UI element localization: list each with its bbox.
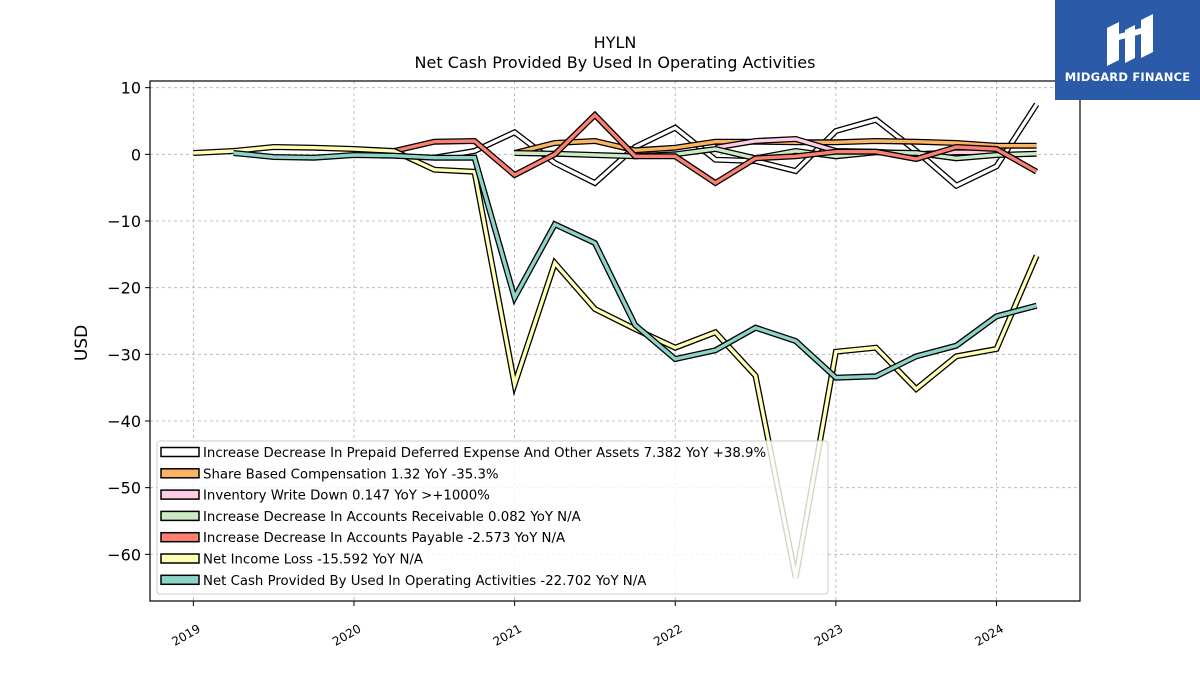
legend-item: Net Cash Provided By Used In Operating A… xyxy=(160,574,646,589)
legend-swatch xyxy=(160,574,200,586)
x-tick-label: 2019 xyxy=(169,621,202,648)
legend-item: Increase Decrease In Prepaid Deferred Ex… xyxy=(160,446,766,461)
series-line xyxy=(393,112,1038,186)
legend-item: Inventory Write Down 0.147 YoY >+1000% xyxy=(160,489,490,504)
legend-label: Increase Decrease In Accounts Receivable… xyxy=(203,510,581,525)
x-tick-label: 2023 xyxy=(812,621,845,648)
series-net-cash-provided-by-used-in-operating-activities xyxy=(233,150,1038,381)
series-increase-decrease-in-accounts-payable xyxy=(393,110,1039,187)
legend-box xyxy=(156,440,829,595)
legend-item: Increase Decrease In Accounts Receivable… xyxy=(160,510,581,525)
chart-subtitle: Net Cash Provided By Used In Operating A… xyxy=(415,53,816,72)
chart-title: HYLN xyxy=(594,33,637,52)
series-line xyxy=(233,151,1038,380)
legend-swatch xyxy=(160,553,200,564)
x-tick-label: 2024 xyxy=(973,621,1006,648)
y-tick-label: −10 xyxy=(107,212,141,231)
legend-label: Increase Decrease In Prepaid Deferred Ex… xyxy=(203,446,766,461)
brand-logo-text: MIDGARD FINANCE xyxy=(1064,70,1191,84)
y-tick-label: −30 xyxy=(107,345,141,364)
brand-logo: MIDGARD FINANCE xyxy=(1055,0,1200,100)
x-tick-label: 2021 xyxy=(491,621,524,648)
legend-label: Net Cash Provided By Used In Operating A… xyxy=(203,574,646,589)
y-tick-label: 10 xyxy=(121,79,141,98)
y-tick-label: −40 xyxy=(107,412,141,431)
legend: Increase Decrease In Prepaid Deferred Ex… xyxy=(156,440,829,595)
legend-swatch xyxy=(160,531,200,543)
series-line-outline xyxy=(233,150,1038,381)
y-axis-label: USD xyxy=(72,325,92,361)
legend-swatch xyxy=(160,489,200,500)
y-tick-label: 0 xyxy=(131,145,141,164)
legend-label: Share Based Compensation 1.32 YoY -35.3% xyxy=(203,467,499,482)
plot-frame xyxy=(149,80,1081,602)
x-tick-label: 2020 xyxy=(330,621,363,648)
legend-label: Increase Decrease In Accounts Payable -2… xyxy=(203,531,565,546)
series-layer xyxy=(193,102,1040,579)
legend-swatch xyxy=(160,468,200,479)
legend-item: Net Income Loss -15.592 YoY N/A xyxy=(160,553,423,568)
y-tick-label: −50 xyxy=(107,479,141,498)
legend-item: Increase Decrease In Accounts Payable -2… xyxy=(160,531,565,546)
x-tick-label: 2022 xyxy=(651,621,684,648)
legend-label: Inventory Write Down 0.147 YoY >+1000% xyxy=(203,489,490,504)
brand-logo-icon xyxy=(1107,14,1153,66)
legend-item: Share Based Compensation 1.32 YoY -35.3% xyxy=(160,467,499,482)
y-tick-label: −20 xyxy=(107,279,141,298)
legend-swatch xyxy=(160,446,200,458)
legend-swatch xyxy=(160,510,200,522)
legend-label: Net Income Loss -15.592 YoY N/A xyxy=(203,553,423,568)
y-tick-label: −60 xyxy=(107,545,141,564)
